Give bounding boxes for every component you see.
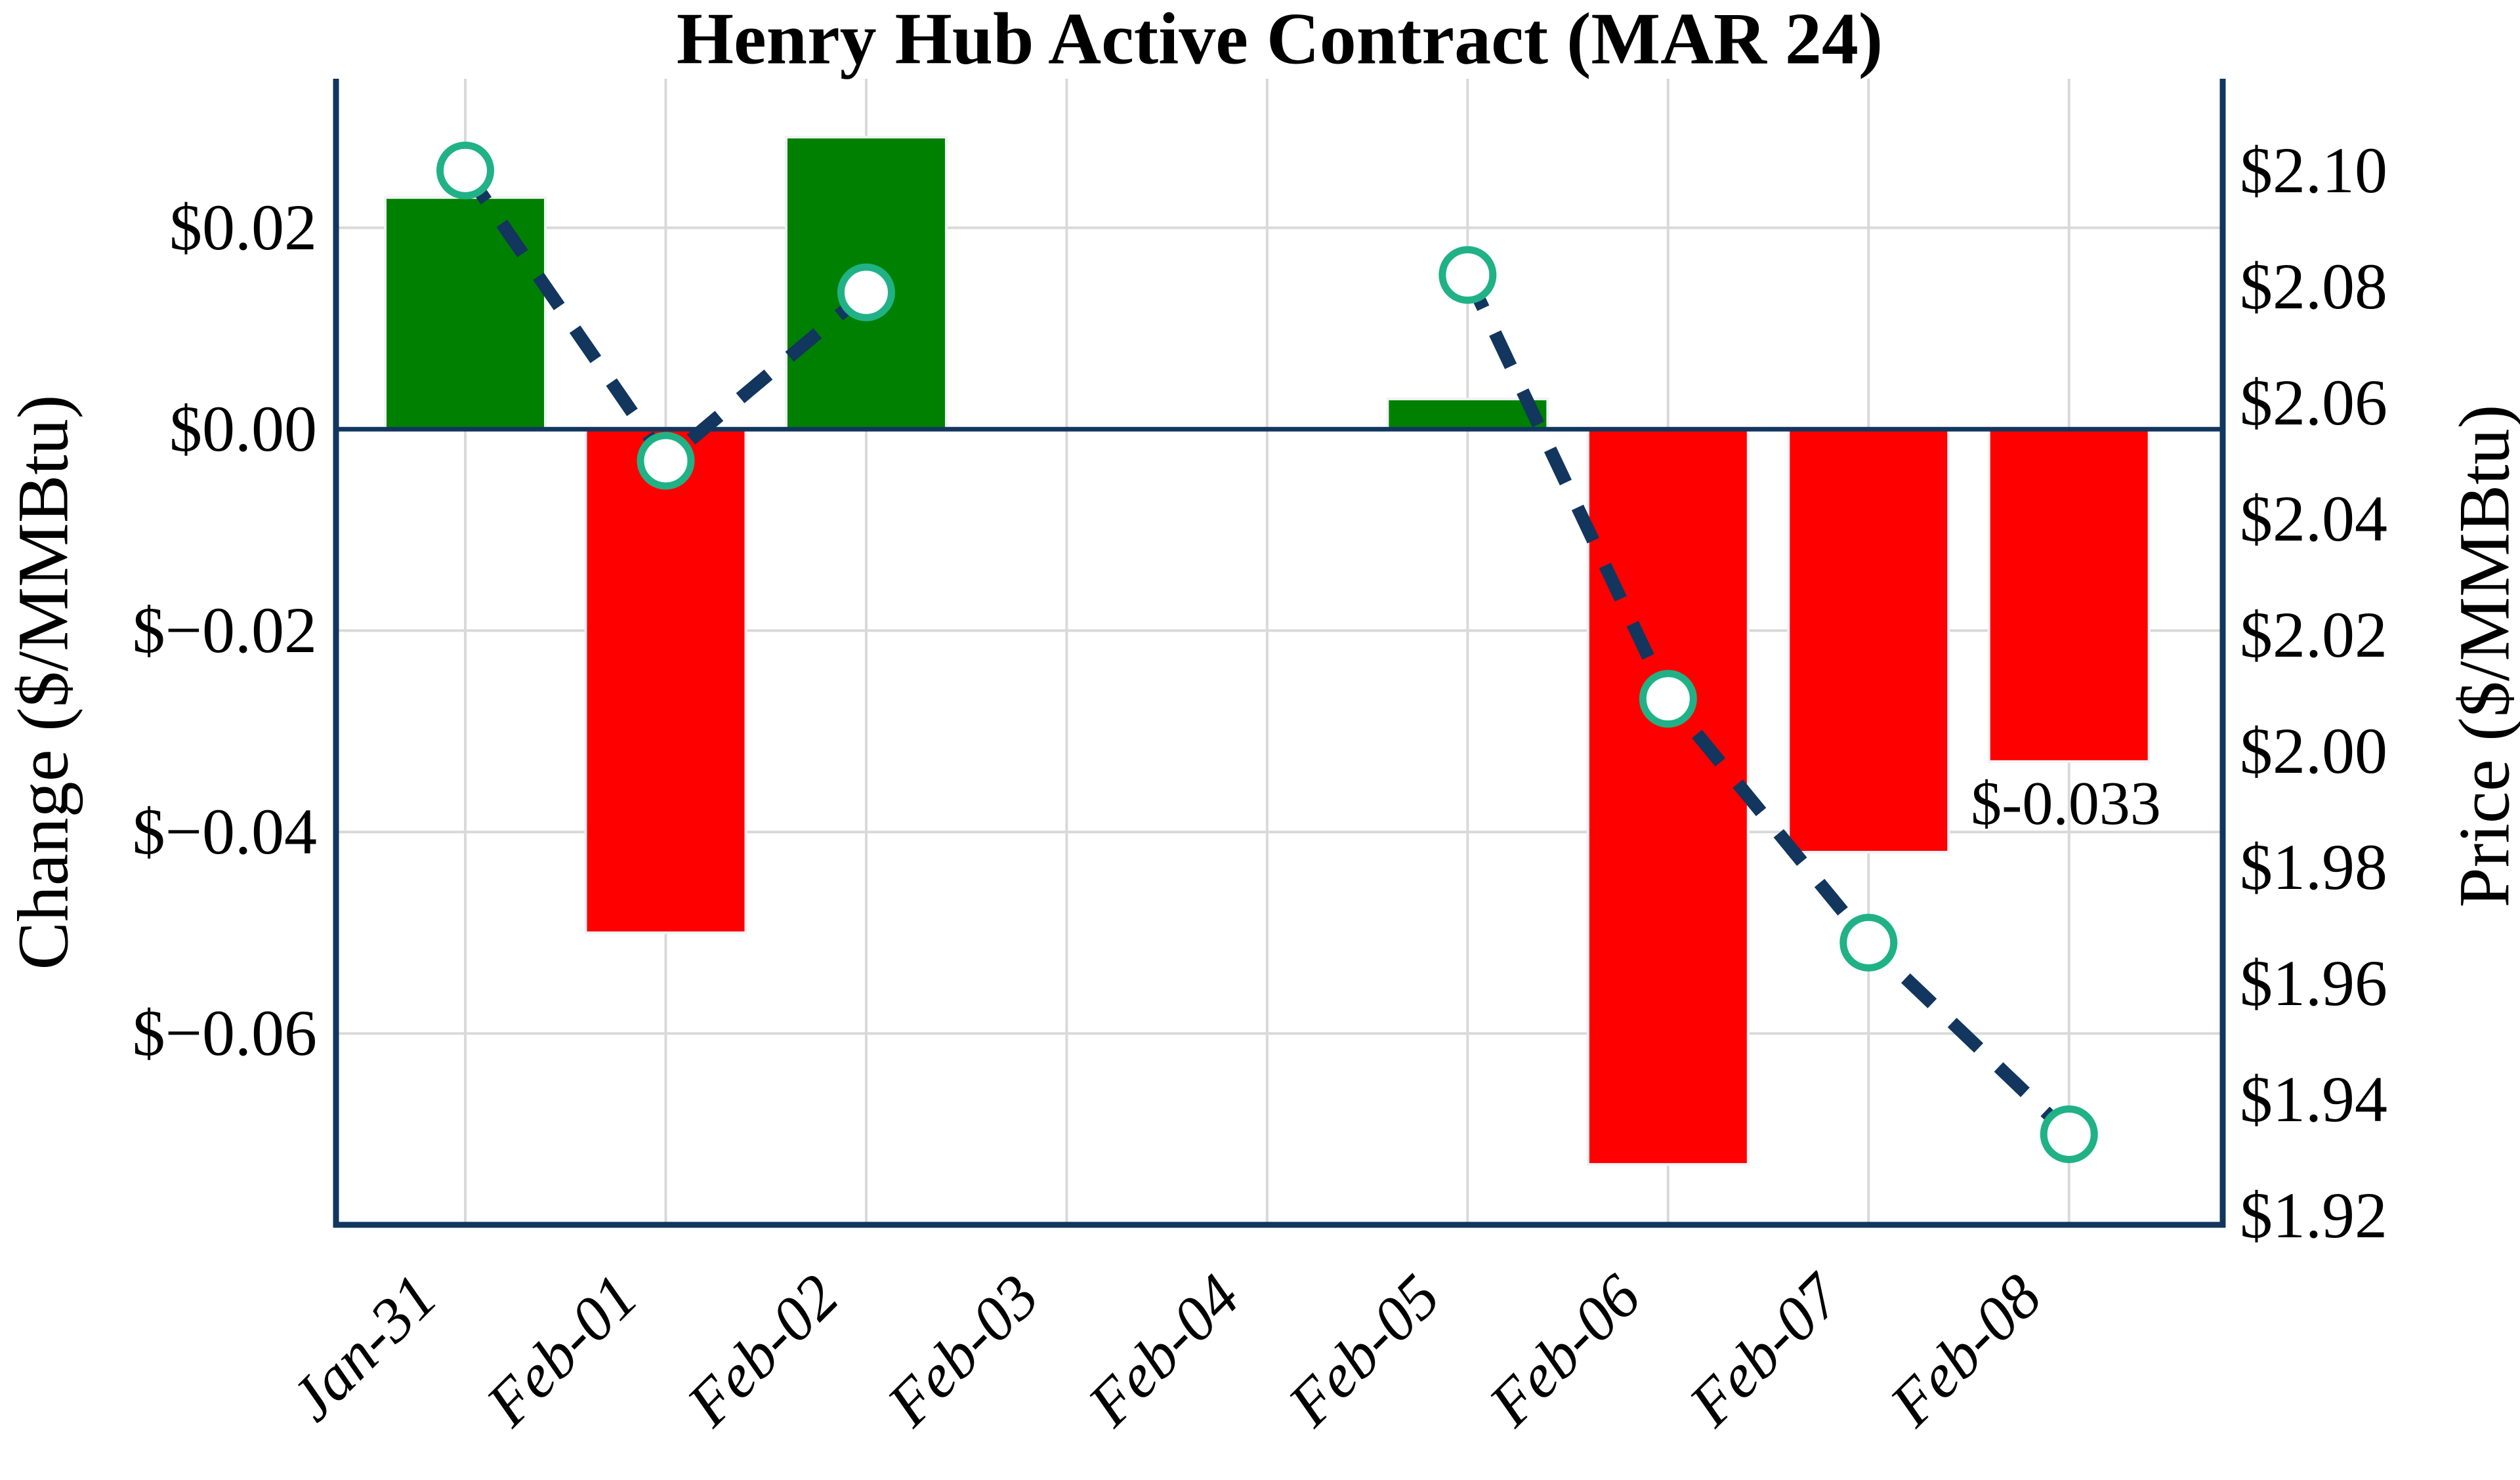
chart-title: Henry Hub Active Contract (MAR 24) (676, 0, 1883, 80)
right-axis-tick-label: $2.08 (2240, 249, 2387, 323)
price-marker-feb-08 (2040, 1105, 2098, 1163)
right-axis-tick-label: $1.92 (2240, 1178, 2387, 1252)
right-axis-tick-label: $2.00 (2240, 714, 2387, 787)
bar-value-annotation: $-0.033 (1971, 770, 2161, 838)
left-axis-tick-label: $−0.02 (132, 594, 317, 667)
right-axis-tick-label: $2.04 (2240, 482, 2387, 555)
left-axis-tick-label: $0.02 (169, 191, 317, 264)
price-marker-jan-31 (436, 141, 494, 199)
price-marker-feb-07 (1839, 913, 1898, 972)
price-marker-feb-02 (837, 263, 895, 321)
right-axis-tick-label: $2.02 (2240, 598, 2387, 671)
change-bar-feb-07 (1787, 428, 1950, 853)
right-axis-tick-label: $1.96 (2240, 946, 2387, 1019)
change-bar-feb-05 (1386, 398, 1549, 431)
left-axis-tick-label: $0.00 (169, 392, 317, 466)
right-axis-tick-label: $1.94 (2240, 1062, 2387, 1136)
right-axis-tick-label: $2.06 (2240, 365, 2387, 439)
change-bar-feb-08 (1987, 428, 2151, 763)
price-marker-feb-01 (637, 432, 695, 490)
price-marker-feb-05 (1438, 246, 1497, 304)
left-axis-tick-label: $−0.04 (132, 795, 317, 869)
right-axis-tick-label: $1.98 (2240, 830, 2387, 903)
price-line-segment (1461, 272, 2074, 1140)
change-bar-feb-01 (584, 428, 747, 934)
price-marker-feb-06 (1639, 670, 1697, 728)
right-axis-tick-label: $2.10 (2240, 133, 2387, 207)
change-bar-jan-31 (384, 196, 547, 431)
change-bar-feb-06 (1586, 428, 1750, 1166)
left-axis-tick-label: $−0.06 (132, 997, 317, 1070)
